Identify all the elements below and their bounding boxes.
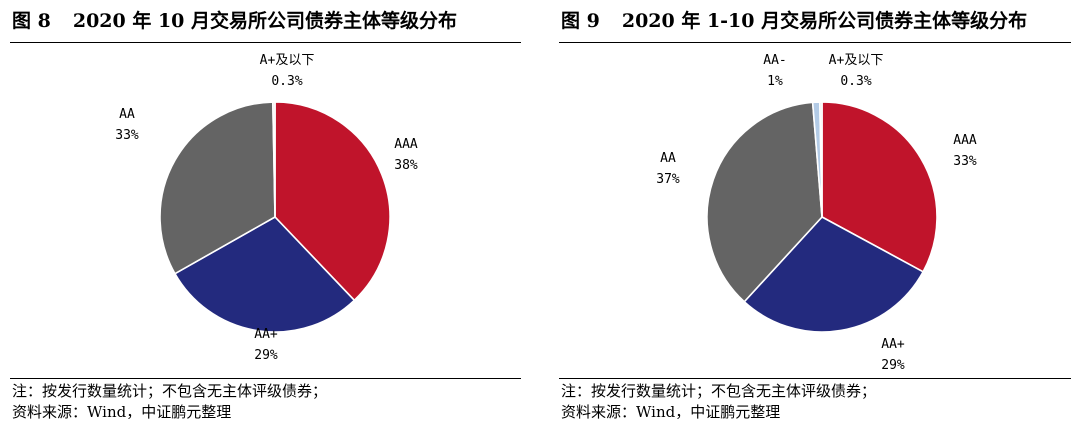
- label-value: 38%: [394, 158, 418, 173]
- chart-title: 图 9 2020 年 1-10 月交易所公司债券主体等级分布: [561, 6, 1027, 33]
- title-rule: [10, 42, 521, 43]
- data-label-aa-plus: AA+ 29%: [881, 337, 905, 373]
- source-line: 资料来源：Wind，中证鹏元整理: [12, 403, 232, 421]
- chart-title-text: 2020 年 10 月交易所公司债券主体等级分布: [72, 10, 458, 32]
- data-label-a-plus-and-below: A+及以下 0.3%: [260, 53, 315, 89]
- chart-title-text: 2020 年 1-10 月交易所公司债券主体等级分布: [621, 10, 1028, 32]
- label-value: 37%: [656, 172, 680, 187]
- pie-slice-a-plus-and-below: [272, 101, 276, 218]
- label-category: AA+: [254, 327, 278, 342]
- label-category: AAA: [953, 133, 977, 148]
- figure-number: 图 9: [561, 10, 600, 32]
- label-category: AA: [119, 107, 135, 122]
- title-rule: [559, 42, 1071, 43]
- notes-rule: [10, 378, 521, 379]
- chart-panel-fig9: 图 9 2020 年 1-10 月交易所公司债券主体等级分布 AAA 33% AA+ 2…: [549, 0, 1071, 430]
- label-category: AA+: [881, 337, 905, 352]
- label-value: 29%: [254, 348, 278, 363]
- pie-slice-aa-plus: [173, 215, 356, 333]
- label-value: 33%: [953, 154, 977, 169]
- label-category: A+及以下: [829, 53, 884, 68]
- chart-notes: 注：按发行数量统计；不包含无主体评级债券； 资料来源：Wind，中证鹏元整理: [12, 381, 327, 423]
- source-line: 资料来源：Wind，中证鹏元整理: [561, 403, 781, 421]
- data-label-aaa: AAA 38%: [394, 137, 418, 173]
- label-value: 1%: [767, 74, 783, 89]
- pie-slice-a-plus-and-below: [819, 101, 823, 218]
- pie-slice-aa-plus: [743, 215, 925, 333]
- data-label-aa-minus: AA- 1%: [763, 53, 786, 89]
- label-value: 0.3%: [840, 74, 871, 89]
- label-category: AA-: [763, 53, 786, 68]
- note-line: 注：按发行数量统计；不包含无主体评级债券；: [561, 382, 877, 400]
- label-value: 0.3%: [271, 74, 302, 89]
- label-category: AAA: [394, 137, 418, 152]
- data-label-aaa: AAA 33%: [953, 133, 977, 169]
- chart-notes: 注：按发行数量统计；不包含无主体评级债券； 资料来源：Wind，中证鹏元整理: [561, 381, 876, 423]
- data-label-aa: AA 37%: [656, 151, 680, 187]
- pie-slice-aa: [706, 101, 823, 303]
- pie-chart: AAA 38% AA+ 29% AA 33% A+及以下 0.3%: [115, 53, 418, 363]
- pie-slice-aaa: [274, 101, 391, 302]
- pie-chart: AAA 33% AA+ 29% AA 37% AA- 1% A+及以下 0.3%: [656, 53, 977, 373]
- data-label-aa-plus: AA+ 29%: [254, 327, 278, 363]
- data-label-aa: AA 33%: [115, 107, 139, 143]
- pie-slice-aaa: [821, 101, 938, 273]
- pie-slice-aa: [159, 101, 276, 275]
- label-category: AA: [660, 151, 676, 166]
- label-value: 33%: [115, 128, 139, 143]
- note-line: 注：按发行数量统计；不包含无主体评级债券；: [12, 382, 328, 400]
- notes-rule: [559, 378, 1071, 379]
- data-label-a-plus-and-below: A+及以下 0.3%: [829, 53, 884, 89]
- figure-number: 图 8: [12, 10, 51, 32]
- chart-title: 图 8 2020 年 10 月交易所公司债券主体等级分布: [12, 6, 457, 33]
- label-category: A+及以下: [260, 53, 315, 68]
- chart-panel-fig8: 图 8 2020 年 10 月交易所公司债券主体等级分布 AAA 38% AA+ 29%…: [0, 0, 521, 430]
- label-value: 29%: [881, 358, 905, 373]
